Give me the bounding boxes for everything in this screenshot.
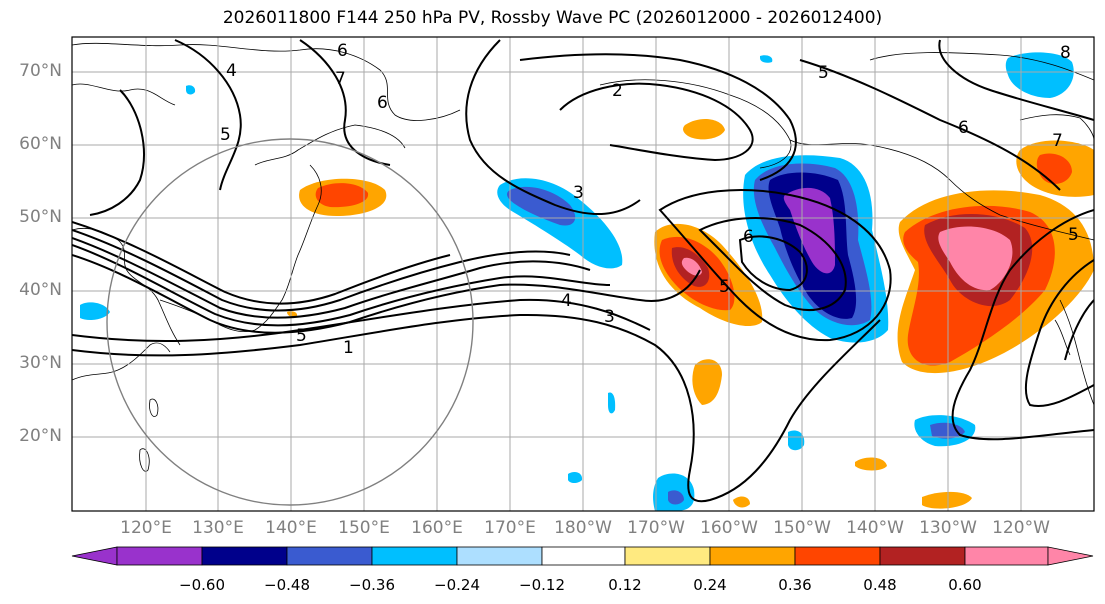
contour-label: 5 [1068, 225, 1079, 245]
latitude-label: 70°N [19, 61, 62, 81]
colorbar-tick-label: 0.36 [778, 576, 812, 594]
colorbar-bin [286, 546, 373, 566]
colorbar-bin [624, 546, 711, 566]
contour-label: 7 [1052, 131, 1063, 151]
longitude-label: 120°W [992, 518, 1050, 538]
colorbar-tick-label: 0.12 [608, 576, 642, 594]
colorbar-bin [541, 546, 626, 566]
pv-contours [72, 39, 1094, 503]
colorbar-bin [201, 546, 288, 566]
contour-label: 4 [226, 61, 237, 81]
longitude-label: 180°W [554, 518, 612, 538]
longitude-label: 160°E [411, 518, 463, 538]
longitude-label: 130°W [919, 518, 977, 538]
map-frame [71, 36, 1095, 512]
colorbar-tick-label: −0.24 [434, 576, 480, 594]
region-circle [106, 138, 474, 506]
longitude-label: 170°W [627, 518, 685, 538]
colorbar-tick-label: −0.48 [264, 576, 310, 594]
contour-label: 6 [743, 227, 754, 247]
colorbar-bin [794, 546, 881, 566]
contour-label: 6 [337, 41, 348, 61]
colorbar-tick-label: 0.24 [693, 576, 727, 594]
longitude-label: 160°W [700, 518, 758, 538]
longitude-label: 150°E [338, 518, 390, 538]
longitude-label: 140°E [265, 518, 317, 538]
latitude-label: 30°N [19, 353, 62, 373]
longitude-label: 150°W [773, 518, 831, 538]
contour-label: 1 [343, 338, 354, 358]
contour-label: 3 [573, 183, 584, 203]
latitude-label: 20°N [19, 426, 62, 446]
map-title: 2026011800 F144 250 hPa PV, Rossby Wave … [222, 8, 883, 28]
contour-label-group: 6 7 4 5 6 2 5 8 6 3 7 6 5 4 3 1 5 5 [220, 41, 1079, 358]
colorbar-extend-max [1047, 546, 1094, 566]
colorbar-tick-label: 0.60 [948, 576, 982, 594]
longitude-label: 130°E [192, 518, 244, 538]
contour-label: 5 [296, 326, 307, 346]
latitude-label: 40°N [19, 280, 62, 300]
colorbar-bin [116, 546, 203, 566]
colorbar-bin [879, 546, 966, 566]
colorbar-tick-label: −0.12 [519, 576, 565, 594]
colorbar-bin [456, 546, 543, 566]
latitude-label: 50°N [19, 207, 62, 227]
colorbar-tick-label: −0.36 [349, 576, 395, 594]
contour-label: 5 [220, 125, 231, 145]
contour-label: 6 [377, 93, 388, 113]
longitude-label: 170°E [484, 518, 536, 538]
colorbar-extend-min [71, 546, 118, 566]
contour-label: 5 [818, 63, 829, 83]
colorbar-bin [371, 546, 458, 566]
latitude-label: 60°N [19, 134, 62, 154]
colorbar-bin [709, 546, 796, 566]
contour-label: 3 [604, 307, 615, 327]
contour-label: 4 [561, 291, 572, 311]
longitude-label: 120°E [120, 518, 172, 538]
contour-label: 8 [1060, 43, 1071, 63]
contour-label: 5 [719, 277, 730, 297]
longitude-label: 140°W [846, 518, 904, 538]
contour-label: 6 [958, 118, 969, 138]
colorbar-tick-label: 0.48 [863, 576, 897, 594]
contour-label: 7 [335, 69, 346, 89]
gridlines [72, 37, 1094, 511]
colorbar [71, 546, 1094, 566]
colorbar-bin [964, 546, 1049, 566]
contour-label: 2 [612, 81, 623, 101]
colorbar-tick-label: −0.60 [179, 576, 225, 594]
